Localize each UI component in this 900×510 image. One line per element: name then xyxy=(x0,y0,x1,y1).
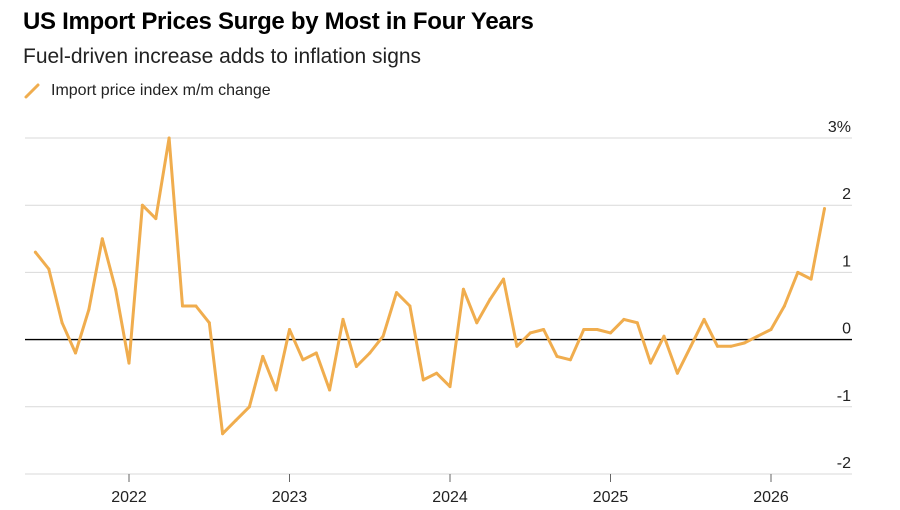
y-tick-label: 2 xyxy=(842,186,851,203)
y-tick-label: 0 xyxy=(842,321,851,338)
data-point xyxy=(649,361,653,365)
data-point xyxy=(689,344,693,348)
data-point xyxy=(274,388,278,392)
data-point xyxy=(234,418,238,422)
data-point xyxy=(368,351,372,355)
data-point xyxy=(314,351,318,355)
data-point xyxy=(702,317,706,321)
data-point xyxy=(100,237,104,241)
x-axis xyxy=(128,474,772,482)
data-point xyxy=(756,334,760,338)
data-point xyxy=(354,365,358,368)
y-tick-label: -1 xyxy=(837,388,851,405)
data-point xyxy=(381,334,385,338)
data-point xyxy=(475,321,479,325)
data-point xyxy=(742,341,746,345)
y-tick-label: -2 xyxy=(837,455,851,472)
data-point xyxy=(261,354,265,358)
data-point xyxy=(542,328,546,331)
data-point xyxy=(421,378,425,382)
data-point xyxy=(568,358,572,362)
data-point xyxy=(408,304,412,308)
data-point xyxy=(782,304,786,308)
data-point xyxy=(154,217,158,221)
x-tick-label: 2023 xyxy=(272,489,308,506)
data-point xyxy=(502,277,505,281)
data-point xyxy=(87,307,91,311)
data-point xyxy=(60,321,64,325)
data-point xyxy=(47,267,51,271)
chart-subtitle: Fuel-driven increase adds to inflation s… xyxy=(23,45,422,68)
series-layer xyxy=(33,136,826,436)
data-point xyxy=(127,361,131,365)
data-point xyxy=(288,328,291,331)
legend-swatch-icon xyxy=(24,83,40,99)
data-point xyxy=(301,358,305,362)
x-tick-label: 2024 xyxy=(432,489,468,506)
data-point xyxy=(207,321,211,325)
data-point xyxy=(555,354,559,358)
data-point xyxy=(194,304,198,308)
data-point xyxy=(328,388,332,392)
legend: Import price index m/m change xyxy=(23,82,271,100)
data-point xyxy=(74,351,77,355)
data-point xyxy=(181,304,184,308)
series-line xyxy=(33,136,826,436)
y-tick-label: 1 xyxy=(842,253,851,270)
x-tick-label: 2022 xyxy=(111,489,147,506)
x-tick-label: 2026 xyxy=(753,489,789,506)
data-point xyxy=(595,328,599,331)
data-point xyxy=(515,344,519,348)
data-point xyxy=(461,287,465,291)
legend-label: Import price index m/m change xyxy=(51,82,271,99)
data-point xyxy=(488,297,492,301)
data-point xyxy=(635,321,639,325)
data-point xyxy=(796,270,800,274)
data-point xyxy=(167,136,171,140)
data-point xyxy=(341,317,345,321)
data-point xyxy=(609,331,612,335)
data-point xyxy=(247,405,251,409)
gridlines xyxy=(25,137,852,475)
data-point xyxy=(221,432,225,436)
data-point xyxy=(809,277,813,281)
data-point xyxy=(114,287,118,291)
data-point xyxy=(622,317,626,321)
y-tick-label: 3% xyxy=(828,119,851,136)
data-point xyxy=(528,331,532,335)
x-tick-label: 2025 xyxy=(593,489,629,506)
data-point xyxy=(582,328,586,331)
data-point xyxy=(823,207,826,211)
data-point xyxy=(395,291,398,295)
data-point xyxy=(769,328,773,331)
data-point xyxy=(716,344,719,348)
data-point xyxy=(729,344,733,348)
data-point xyxy=(675,371,679,375)
data-point xyxy=(33,250,37,254)
chart-title: US Import Prices Surge by Most in Four Y… xyxy=(23,8,534,35)
tick-labels: 3% 2 1 0 -1 -2 2022 2023 2024 2025 2026 xyxy=(111,119,851,506)
data-point xyxy=(448,385,452,389)
data-point xyxy=(140,203,144,207)
data-point xyxy=(662,334,666,338)
data-point xyxy=(435,371,439,375)
